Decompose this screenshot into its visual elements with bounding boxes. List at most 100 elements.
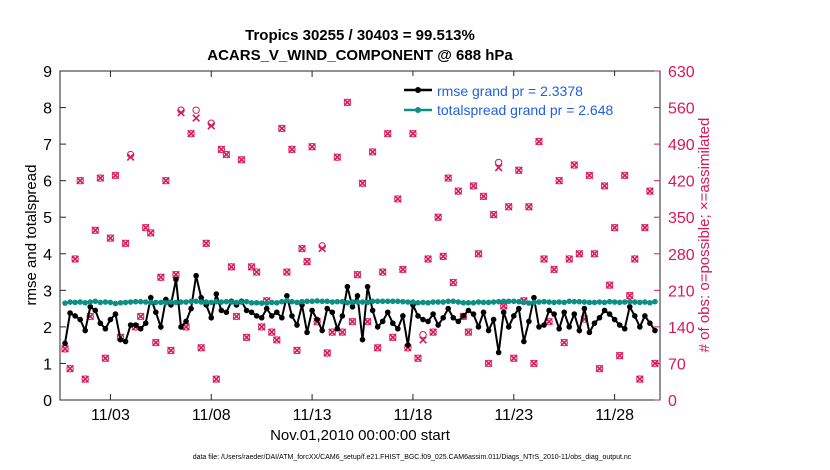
- legend-spread-label: totalspread grand pr = 2.648: [437, 102, 614, 118]
- totalspread-point: [193, 298, 199, 305]
- obs-possible-marker: [424, 255, 432, 263]
- rmse-point: [263, 305, 270, 312]
- obs-assimilated-marker: [283, 268, 291, 276]
- obs-assimilated-marker: [555, 176, 564, 185]
- totalspread-point: [374, 298, 381, 305]
- obs-possible-marker: [111, 171, 120, 180]
- rmse-point: [329, 309, 336, 316]
- rmse-point: [132, 322, 139, 328]
- totalspread-point: [495, 298, 502, 305]
- totalspread-point: [616, 299, 623, 306]
- totalspread-point: [430, 299, 436, 305]
- obs-possible-marker: [409, 129, 417, 138]
- obs-assimilated-marker: [484, 359, 493, 368]
- left-tick-label: 4: [43, 247, 52, 264]
- totalspread-point: [505, 298, 512, 305]
- obs-possible-marker: [631, 255, 639, 263]
- rmse-point: [541, 322, 547, 328]
- obs-possible-marker: [626, 291, 634, 300]
- obs-possible-marker: [308, 143, 316, 151]
- obs-assimilated-marker: [625, 291, 634, 300]
- totalspread-point: [546, 299, 552, 305]
- obs-assimilated-marker: [479, 192, 488, 201]
- obs-assimilated-marker: [121, 239, 130, 248]
- obs-assimilated-marker: [187, 129, 195, 138]
- obs-assimilated-marker: [76, 176, 85, 185]
- obs-possible-marker: [202, 239, 210, 248]
- rmse-point: [536, 324, 542, 330]
- totalspread-point: [465, 299, 472, 306]
- totalspread-point: [521, 299, 527, 306]
- rmse-point: [642, 313, 648, 319]
- plot-background: [60, 71, 660, 400]
- totalspread-point: [541, 298, 547, 305]
- rmse-point: [92, 307, 99, 314]
- rmse-point: [198, 294, 204, 301]
- x-tick-label: 11/18: [394, 407, 433, 424]
- rmse-point: [475, 324, 482, 330]
- rmse-point: [465, 307, 472, 314]
- right-tick-label: 280: [668, 247, 695, 264]
- left-tick-label: 9: [43, 64, 52, 81]
- rmse-point: [420, 316, 426, 323]
- rmse-point: [72, 313, 78, 319]
- totalspread-point: [637, 299, 643, 306]
- totalspread-point: [127, 299, 134, 305]
- totalspread-point: [279, 298, 285, 305]
- obs-possible-marker: [227, 263, 236, 271]
- totalspread-point: [213, 298, 220, 305]
- rmse-point: [556, 325, 562, 332]
- totalspread-point: [596, 299, 603, 305]
- obs-possible-marker: [641, 223, 649, 232]
- totalspread-point: [631, 299, 638, 305]
- rmse-point: [647, 320, 653, 327]
- rmse-point: [142, 320, 149, 327]
- rmse-point: [637, 324, 643, 330]
- totalspread-point: [329, 299, 336, 305]
- obs-possible-marker: [565, 255, 573, 263]
- obs-assimilated-marker: [414, 354, 422, 363]
- totalspread-point: [238, 299, 245, 305]
- rmse-point: [621, 325, 628, 332]
- obs-assimilated-marker: [126, 153, 135, 162]
- totalspread-point: [556, 299, 562, 305]
- obs-assimilated-marker: [605, 281, 614, 289]
- obs-assimilated-marker: [151, 338, 160, 347]
- totalspread-point: [102, 299, 109, 305]
- obs-assimilated-marker: [272, 336, 281, 344]
- rmse-point: [193, 272, 199, 279]
- totalspread-point: [233, 299, 240, 306]
- totalspread-point: [440, 299, 446, 305]
- totalspread-point: [173, 299, 179, 306]
- obs-possible-marker: [479, 192, 488, 201]
- totalspread-point: [309, 298, 315, 305]
- obs-assimilated-marker: [333, 153, 342, 162]
- obs-possible-marker: [389, 333, 397, 342]
- legend-box: [400, 76, 650, 124]
- obs-possible-marker: [449, 278, 457, 287]
- totalspread-point: [87, 299, 94, 305]
- rmse-point: [208, 314, 215, 321]
- rmse-point: [415, 313, 421, 319]
- totalspread-point: [405, 299, 411, 305]
- obs-possible-marker: [232, 312, 241, 321]
- obs-possible-marker: [464, 328, 473, 336]
- obs-assimilated-marker: [378, 268, 387, 276]
- rmse-point: [178, 324, 184, 330]
- obs-assimilated-marker: [610, 223, 619, 232]
- obs-possible-marker: [585, 171, 594, 180]
- totalspread-point: [82, 299, 89, 306]
- obs-assimilated-marker: [439, 252, 448, 261]
- obs-assimilated-marker: [570, 161, 579, 169]
- obs-possible-marker: [298, 244, 306, 253]
- rmse-point: [97, 320, 104, 327]
- rmse-point: [102, 325, 109, 332]
- totalspread-point: [248, 299, 255, 306]
- rmse-point: [117, 336, 124, 343]
- obs-possible-marker: [247, 263, 256, 271]
- rmse-point: [516, 305, 522, 312]
- obs-assimilated-marker: [227, 262, 236, 271]
- obs-possible-marker: [222, 150, 231, 159]
- rmse-point: [183, 318, 189, 325]
